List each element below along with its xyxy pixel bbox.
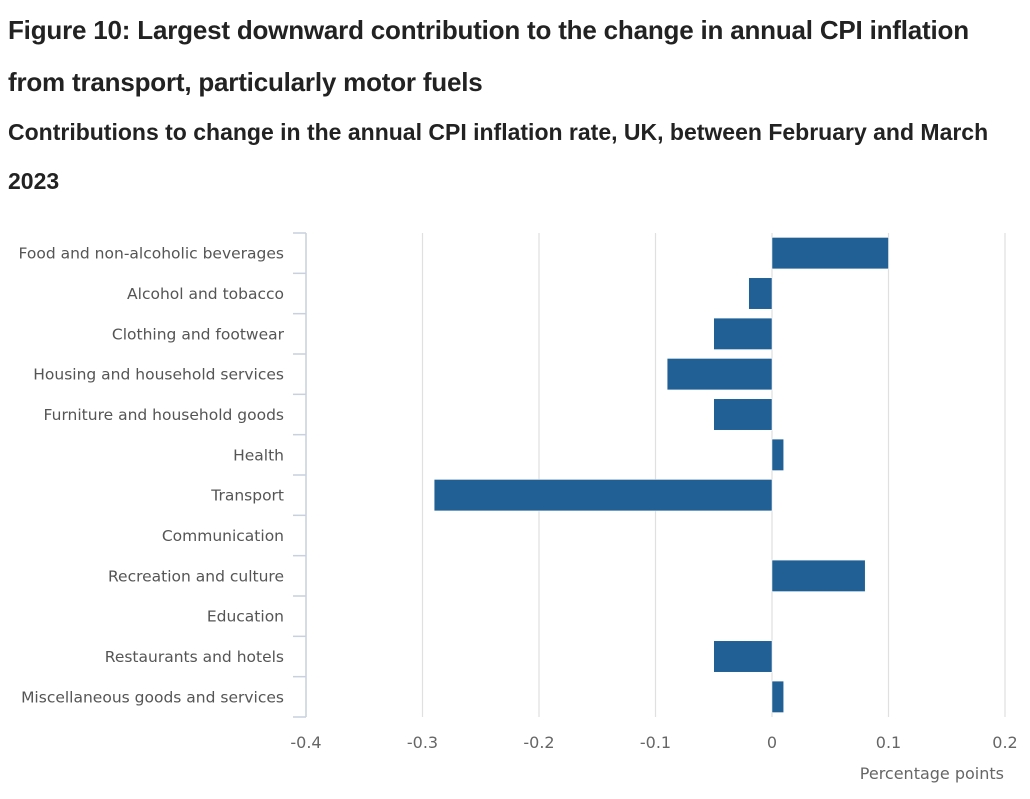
bar-recreation-and-culture[interactable] <box>771 559 866 592</box>
category-label: Communication <box>162 527 284 545</box>
bar-health[interactable] <box>771 438 784 471</box>
bar-clothing-and-footwear[interactable] <box>713 317 773 350</box>
x-tick-label: -0.1 <box>640 733 671 752</box>
category-label: Alcohol and tobacco <box>127 285 284 303</box>
bar-food-and-non-alcoholic-beverages[interactable] <box>771 237 889 270</box>
x-tick-label: 0.1 <box>876 733 901 752</box>
bar-housing-and-household-services[interactable] <box>666 358 773 391</box>
category-label: Education <box>207 608 284 626</box>
bar-alcohol-and-tobacco[interactable] <box>748 277 773 310</box>
category-label: Clothing and footwear <box>112 325 285 343</box>
category-label: Food and non-alcoholic beverages <box>19 245 285 263</box>
bar-furniture-and-household-goods[interactable] <box>713 398 773 431</box>
x-tick-label: 0 <box>767 733 777 752</box>
x-tick-label: -0.3 <box>407 733 438 752</box>
category-label: Furniture and household goods <box>44 406 284 424</box>
bar-miscellaneous-goods-and-services[interactable] <box>771 680 784 713</box>
x-tick-labels: -0.4 -0.3 -0.2 -0.1 0 0.1 0.2 <box>290 733 1017 752</box>
x-tick-label: -0.2 <box>523 733 554 752</box>
category-label: Transport <box>210 487 284 505</box>
category-labels: Food and non-alcoholic beverages Alcohol … <box>19 245 285 707</box>
bar-transport[interactable] <box>433 479 773 512</box>
y-axis <box>293 232 307 718</box>
bars <box>433 237 889 713</box>
category-label: Housing and household services <box>33 366 284 384</box>
chart-subtitle: Contributions to change in the annual CP… <box>8 119 989 194</box>
category-label: Miscellaneous goods and services <box>21 688 284 706</box>
figure-title: Figure 10: Largest downward contribution… <box>8 15 969 97</box>
x-axis-title: Percentage points <box>860 764 1004 783</box>
bar-restaurants-and-hotels[interactable] <box>713 640 773 673</box>
x-tick-label: 0.2 <box>992 733 1017 752</box>
category-label: Health <box>233 446 284 464</box>
category-label: Restaurants and hotels <box>105 648 284 666</box>
x-tick-label: -0.4 <box>290 733 321 752</box>
gridlines <box>421 233 1006 717</box>
category-label: Recreation and culture <box>108 567 284 585</box>
